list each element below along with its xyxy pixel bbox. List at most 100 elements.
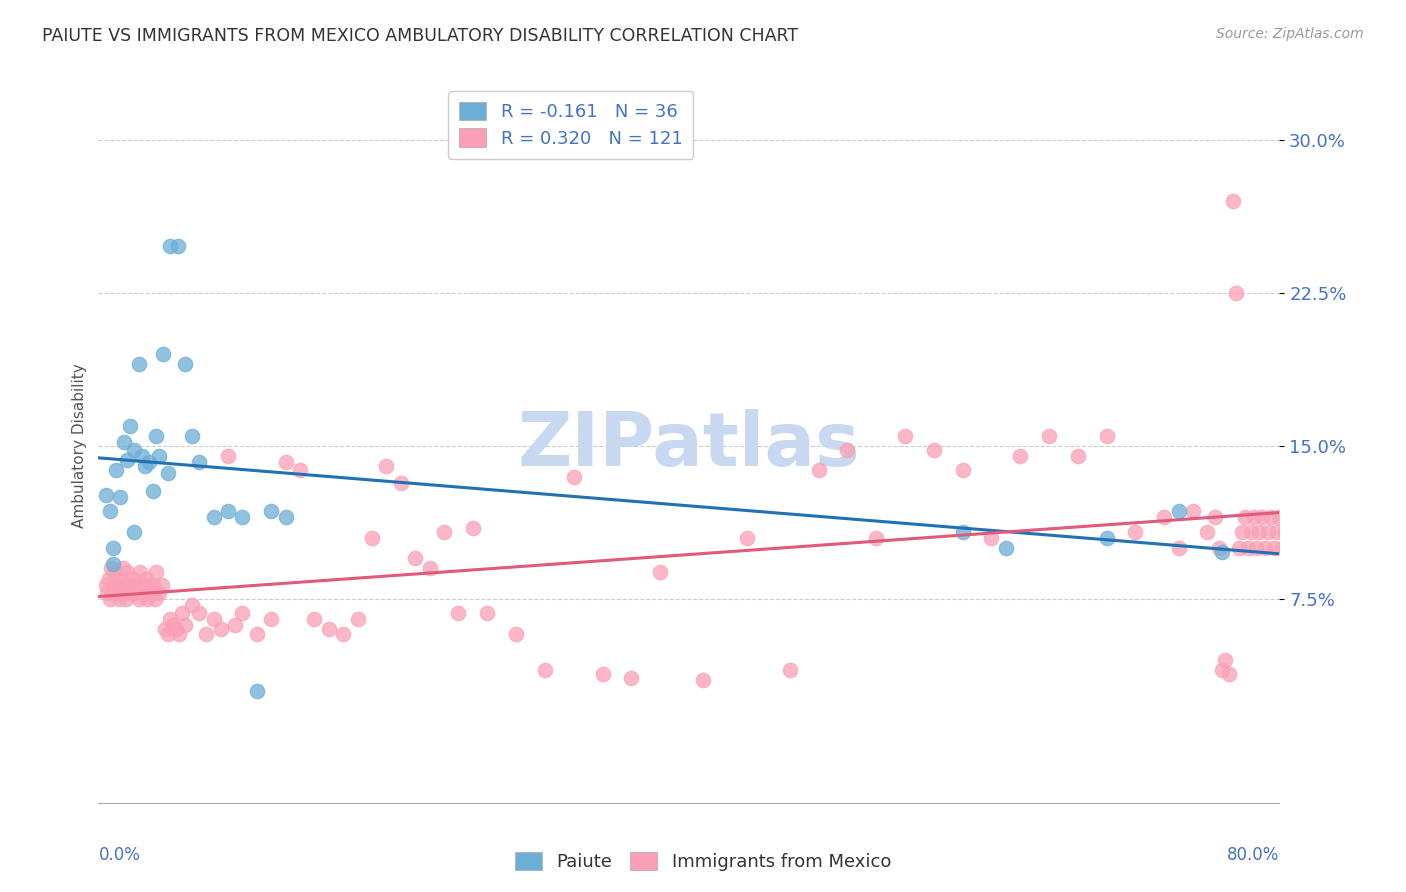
Text: Source: ZipAtlas.com: Source: ZipAtlas.com [1216, 27, 1364, 41]
Point [1227, 541, 1250, 555]
Point [217, 449, 239, 463]
Point [1182, 504, 1205, 518]
Point [1153, 510, 1175, 524]
Point [156, 626, 179, 640]
Point [1038, 429, 1060, 443]
Point [650, 566, 672, 580]
Point [188, 455, 211, 469]
Point [162, 618, 184, 632]
Point [1236, 541, 1258, 555]
Point [1257, 524, 1279, 539]
Point [779, 663, 801, 677]
Point [1211, 663, 1233, 677]
Legend: R = -0.161   N = 36, R = 0.320   N = 121: R = -0.161 N = 36, R = 0.320 N = 121 [449, 91, 693, 159]
Point [217, 504, 239, 518]
Point [1095, 531, 1118, 545]
Point [135, 572, 157, 586]
Point [173, 358, 195, 372]
Point [142, 577, 165, 591]
Point [152, 347, 174, 361]
Point [260, 612, 283, 626]
Point [304, 612, 326, 626]
Point [124, 524, 146, 539]
Point [346, 612, 368, 626]
Point [139, 577, 162, 591]
Point [807, 463, 830, 477]
Point [142, 483, 165, 498]
Point [980, 531, 1002, 545]
Point [1167, 504, 1189, 518]
Point [1208, 541, 1230, 555]
Point [375, 459, 398, 474]
Point [224, 618, 246, 632]
Point [129, 566, 152, 580]
Point [361, 531, 384, 545]
Point [127, 577, 149, 591]
Point [447, 606, 470, 620]
Point [433, 524, 456, 539]
Point [1249, 524, 1271, 539]
Point [125, 582, 148, 596]
Point [1263, 541, 1285, 555]
Point [209, 623, 232, 637]
Point [952, 463, 974, 477]
Point [202, 510, 225, 524]
Point [108, 490, 131, 504]
Point [735, 531, 758, 545]
Point [332, 626, 354, 640]
Point [1274, 524, 1296, 539]
Point [131, 449, 153, 463]
Point [159, 239, 181, 253]
Point [1218, 667, 1240, 681]
Point [1271, 541, 1294, 555]
Point [231, 606, 253, 620]
Point [620, 672, 643, 686]
Point [1204, 510, 1226, 524]
Point [170, 606, 193, 620]
Point [173, 618, 195, 632]
Point [692, 673, 714, 688]
Point [94, 488, 117, 502]
Point [1167, 541, 1189, 555]
Point [274, 455, 297, 469]
Point [288, 463, 311, 477]
Point [118, 586, 141, 600]
Point [894, 429, 917, 443]
Point [1233, 510, 1256, 524]
Point [246, 626, 269, 640]
Point [141, 586, 163, 600]
Point [145, 566, 167, 580]
Point [1265, 524, 1288, 539]
Point [1222, 194, 1244, 209]
Y-axis label: Ambulatory Disability: Ambulatory Disability [72, 364, 87, 528]
Point [104, 586, 127, 600]
Point [124, 586, 146, 600]
Text: 80.0%: 80.0% [1227, 846, 1279, 863]
Point [318, 623, 340, 637]
Point [115, 453, 138, 467]
Point [107, 591, 129, 606]
Point [159, 612, 181, 626]
Point [94, 577, 117, 591]
Point [1125, 524, 1147, 539]
Point [105, 577, 128, 591]
Point [103, 566, 125, 580]
Point [1211, 545, 1233, 559]
Point [97, 572, 120, 586]
Point [143, 591, 166, 606]
Point [132, 577, 155, 591]
Legend: Paiute, Immigrants from Mexico: Paiute, Immigrants from Mexico [508, 845, 898, 879]
Point [1240, 524, 1263, 539]
Text: ZIPatlas: ZIPatlas [517, 409, 860, 483]
Point [837, 443, 859, 458]
Point [134, 586, 156, 600]
Point [592, 667, 614, 681]
Point [1260, 510, 1282, 524]
Point [1213, 653, 1236, 667]
Point [1095, 429, 1118, 443]
Point [1254, 541, 1277, 555]
Point [145, 429, 167, 443]
Point [138, 582, 160, 596]
Point [562, 469, 585, 483]
Point [96, 586, 118, 600]
